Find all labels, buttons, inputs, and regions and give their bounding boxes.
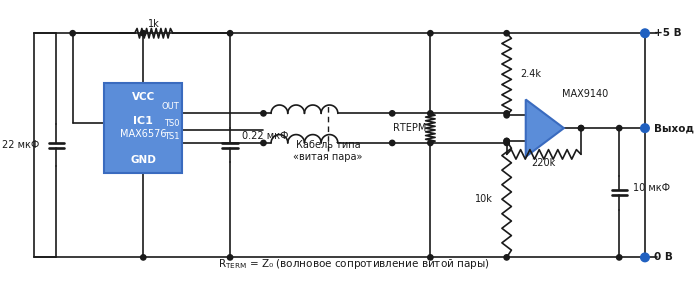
- Circle shape: [261, 111, 266, 116]
- Text: TS1: TS1: [164, 132, 180, 141]
- Circle shape: [428, 140, 433, 145]
- Circle shape: [504, 113, 510, 118]
- Circle shape: [389, 111, 395, 116]
- Text: Кабель типа: Кабель типа: [296, 140, 360, 150]
- Text: +5 В: +5 В: [654, 28, 682, 38]
- Circle shape: [642, 31, 648, 36]
- Text: 22 мкФ: 22 мкФ: [2, 140, 39, 150]
- Text: Выход: Выход: [654, 123, 695, 133]
- Text: OUT: OUT: [161, 102, 180, 111]
- Circle shape: [504, 138, 510, 144]
- Circle shape: [70, 31, 75, 36]
- Circle shape: [641, 29, 649, 38]
- Text: MAX6576: MAX6576: [120, 129, 166, 139]
- Circle shape: [389, 140, 395, 145]
- Text: GND: GND: [130, 155, 156, 165]
- Text: RТЕРМ: RТЕРМ: [393, 123, 426, 133]
- Circle shape: [578, 125, 584, 131]
- Text: VСС: VСС: [131, 92, 155, 102]
- Text: R$_{\mathregular{TERM}}$ = Z₀ (волновое сопротивление витой пары): R$_{\mathregular{TERM}}$ = Z₀ (волновое …: [218, 257, 490, 271]
- Circle shape: [617, 125, 622, 131]
- FancyBboxPatch shape: [104, 83, 182, 173]
- Circle shape: [641, 124, 649, 132]
- Circle shape: [617, 255, 622, 260]
- Circle shape: [140, 31, 146, 36]
- Circle shape: [428, 31, 433, 36]
- Circle shape: [227, 31, 233, 36]
- Circle shape: [642, 125, 648, 131]
- Circle shape: [504, 31, 510, 36]
- Text: IC1: IC1: [134, 115, 153, 126]
- Circle shape: [428, 111, 433, 116]
- Text: +: +: [526, 136, 537, 149]
- Circle shape: [504, 140, 510, 145]
- Circle shape: [428, 255, 433, 260]
- Circle shape: [504, 138, 510, 144]
- Circle shape: [578, 125, 584, 131]
- Text: 220k: 220k: [532, 158, 556, 168]
- Text: −: −: [526, 107, 537, 120]
- Circle shape: [504, 255, 510, 260]
- Text: 10k: 10k: [475, 194, 493, 204]
- Text: 1k: 1k: [148, 19, 159, 29]
- Circle shape: [641, 253, 649, 262]
- Text: IC2: IC2: [533, 125, 551, 135]
- Text: 0 В: 0 В: [654, 252, 673, 262]
- Circle shape: [140, 255, 146, 260]
- Polygon shape: [526, 100, 564, 157]
- Circle shape: [227, 255, 233, 260]
- Text: TS0: TS0: [164, 119, 180, 128]
- Text: MAX9140: MAX9140: [562, 89, 608, 99]
- Text: «витая пара»: «витая пара»: [293, 152, 363, 162]
- Text: 2.4k: 2.4k: [520, 69, 541, 79]
- Circle shape: [504, 111, 510, 116]
- Text: 10 мкФ: 10 мкФ: [633, 183, 670, 193]
- Circle shape: [261, 140, 266, 145]
- Text: 0.22 мкФ: 0.22 мкФ: [243, 131, 289, 141]
